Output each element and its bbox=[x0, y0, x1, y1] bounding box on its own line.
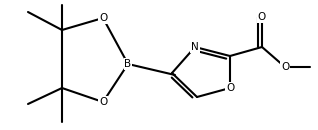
Text: O: O bbox=[281, 62, 289, 72]
Text: B: B bbox=[124, 59, 132, 69]
Text: O: O bbox=[258, 12, 266, 22]
Text: N: N bbox=[191, 42, 199, 52]
Text: O: O bbox=[226, 83, 234, 93]
Text: O: O bbox=[99, 97, 107, 107]
Text: O: O bbox=[99, 13, 107, 23]
